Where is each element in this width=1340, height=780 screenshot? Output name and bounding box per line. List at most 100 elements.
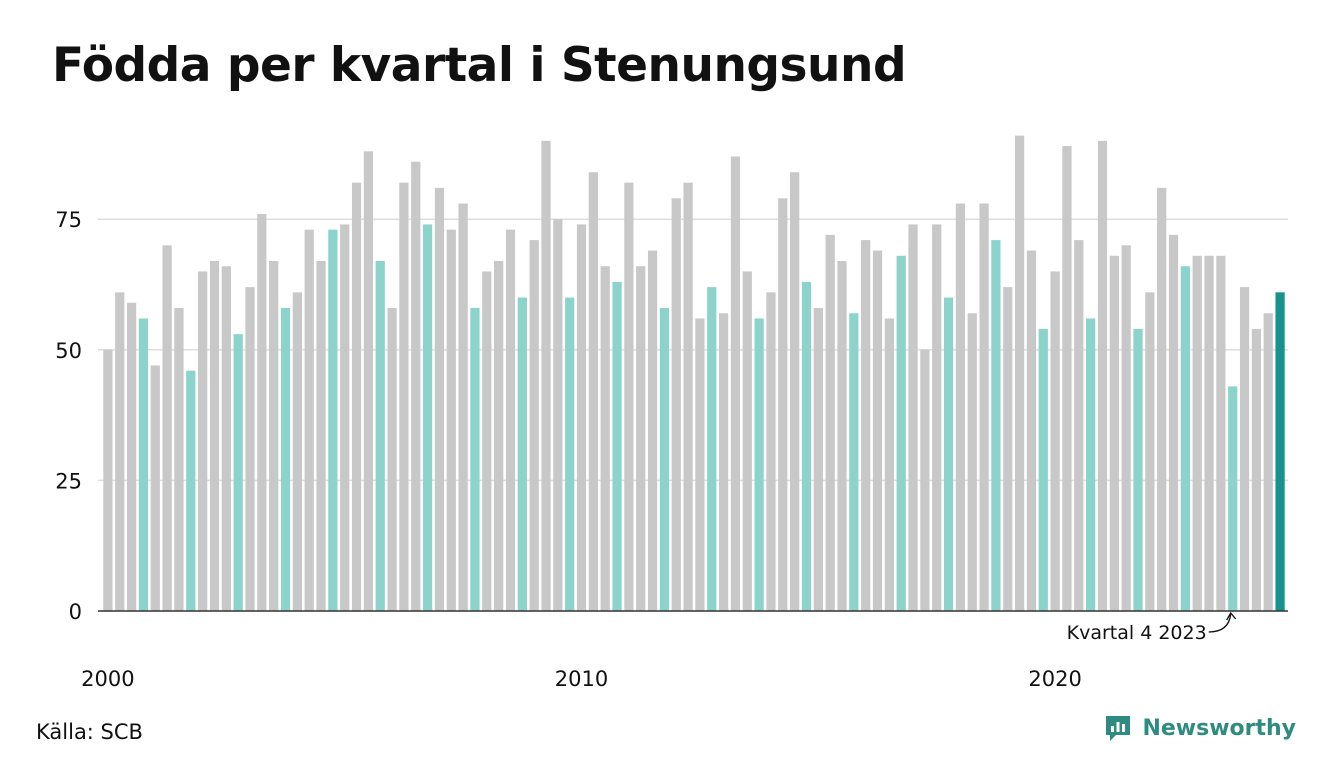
bar bbox=[683, 182, 693, 611]
bar bbox=[1157, 187, 1167, 612]
bar bbox=[576, 224, 587, 612]
brand-name: Newsworthy bbox=[1142, 715, 1296, 741]
bar bbox=[1050, 271, 1060, 611]
bar bbox=[813, 308, 823, 611]
bar bbox=[1121, 245, 1131, 611]
bar bbox=[565, 297, 575, 611]
y-tick-label: 50 bbox=[55, 339, 82, 363]
annotation-arrowhead bbox=[1226, 611, 1237, 621]
bar bbox=[1168, 234, 1179, 611]
bar bbox=[517, 297, 527, 611]
x-tick-label: 2020 bbox=[1028, 667, 1081, 691]
x-tick-label: 2000 bbox=[81, 667, 134, 691]
bar bbox=[126, 302, 137, 611]
bar bbox=[1086, 318, 1096, 611]
bar bbox=[434, 187, 445, 612]
bar bbox=[1133, 328, 1143, 611]
bar bbox=[825, 234, 835, 611]
annotation-arrow bbox=[1208, 613, 1232, 633]
bar bbox=[778, 198, 788, 612]
bar bbox=[221, 266, 231, 611]
bar bbox=[872, 250, 883, 612]
bar bbox=[1251, 328, 1262, 611]
bar bbox=[1216, 255, 1226, 611]
bar bbox=[659, 308, 670, 611]
bar bbox=[943, 297, 954, 611]
bar bbox=[837, 260, 847, 611]
x-tick-label: 2010 bbox=[555, 667, 608, 691]
bar bbox=[896, 255, 906, 611]
y-tick-label: 25 bbox=[55, 469, 82, 493]
bar bbox=[955, 203, 966, 611]
bar bbox=[292, 292, 302, 611]
bar bbox=[671, 198, 681, 612]
bar bbox=[718, 313, 729, 611]
annotation-label: Kvartal 4 2023 bbox=[1067, 622, 1207, 644]
bar bbox=[849, 313, 859, 611]
bars bbox=[103, 135, 1285, 612]
bar bbox=[257, 213, 267, 612]
bar bbox=[730, 156, 741, 611]
bar bbox=[340, 224, 350, 612]
bar bbox=[1192, 255, 1202, 611]
bar bbox=[103, 349, 113, 611]
bar bbox=[494, 260, 504, 611]
bar bbox=[245, 287, 255, 611]
bar bbox=[304, 229, 314, 611]
bar bbox=[138, 318, 149, 611]
bar bbox=[1074, 240, 1084, 611]
bar bbox=[422, 224, 433, 612]
bar bbox=[458, 203, 468, 611]
bar bbox=[1109, 255, 1119, 611]
bar bbox=[801, 281, 812, 611]
bar bbox=[612, 281, 622, 611]
bar bbox=[529, 240, 539, 611]
bar bbox=[174, 308, 184, 611]
bar bbox=[233, 334, 243, 611]
bar bbox=[209, 260, 220, 611]
bar bbox=[1038, 328, 1048, 611]
y-tick-label: 0 bbox=[69, 600, 82, 624]
brand-logo[interactable]: Newsworthy bbox=[1104, 714, 1296, 742]
bar bbox=[375, 260, 385, 611]
bar bbox=[186, 370, 196, 611]
bar bbox=[363, 151, 374, 612]
bar bbox=[387, 308, 397, 611]
bar bbox=[967, 313, 977, 611]
bar bbox=[328, 229, 338, 611]
bar bbox=[790, 172, 800, 611]
bar bbox=[624, 182, 634, 611]
bar bbox=[1014, 135, 1025, 611]
bar bbox=[280, 308, 291, 611]
bar bbox=[884, 318, 894, 611]
bar bbox=[991, 240, 1001, 611]
bar bbox=[553, 219, 563, 611]
bar bbox=[162, 245, 172, 611]
bar bbox=[150, 365, 160, 611]
bar bbox=[446, 229, 456, 611]
bar bbox=[316, 260, 326, 611]
bar bbox=[1275, 292, 1285, 611]
bar bbox=[1062, 146, 1072, 611]
bar bbox=[861, 240, 871, 611]
bar bbox=[707, 287, 717, 611]
bar bbox=[351, 182, 362, 611]
bar bbox=[1003, 287, 1013, 611]
bar bbox=[399, 182, 409, 611]
bar bbox=[695, 318, 705, 611]
bar bbox=[1204, 255, 1214, 611]
source-label: Källa: SCB bbox=[36, 720, 143, 744]
bar bbox=[1145, 292, 1155, 611]
bar bbox=[932, 224, 942, 612]
bar bbox=[269, 260, 279, 611]
chart-title: Födda per kvartal i Stenungsund bbox=[52, 38, 907, 93]
bar bbox=[198, 271, 208, 611]
newsworthy-logo-icon bbox=[1106, 716, 1131, 741]
bar bbox=[766, 292, 776, 611]
bar bbox=[754, 318, 764, 611]
bar bbox=[647, 250, 658, 612]
bar bbox=[588, 172, 598, 611]
bar bbox=[1239, 287, 1250, 611]
bar bbox=[908, 224, 918, 612]
